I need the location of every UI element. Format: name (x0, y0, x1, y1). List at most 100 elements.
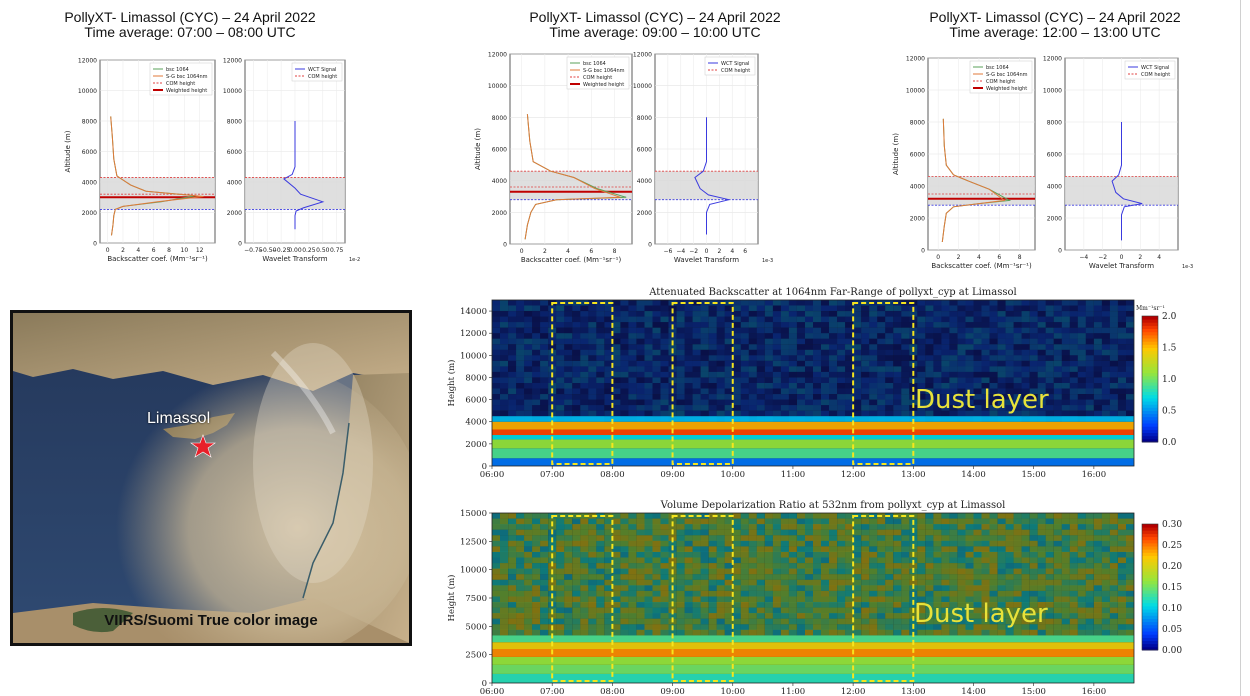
heatmap-cell (612, 585, 621, 591)
heatmap-cell (805, 546, 813, 552)
heatmap-cell (1045, 300, 1054, 306)
heatmap-cell (532, 574, 541, 580)
heatmap-cell (636, 513, 645, 519)
heatmap-cell (813, 371, 821, 378)
heatmap-cell (588, 388, 597, 394)
heatmap-cell (821, 585, 829, 591)
heatmap-cell (532, 546, 541, 552)
heatmap-cell (1109, 388, 1118, 394)
heatmap-cell (1053, 557, 1062, 564)
heatmap-cell (508, 394, 517, 400)
heatmap-cell (1069, 300, 1078, 306)
heatmap-cell (756, 624, 765, 630)
heatmap-cell (1037, 546, 1046, 552)
heatmap-cell (604, 327, 613, 334)
heatmap-cell (837, 590, 846, 597)
heatmap-cell (1101, 568, 1110, 575)
heatmap-cell (965, 596, 974, 603)
heatmap-cell (1005, 618, 1014, 625)
heatmap-cell (628, 371, 637, 378)
heatmap-cell (1085, 579, 1094, 586)
heatmap-cell (708, 629, 717, 636)
heatmap-cell (1093, 316, 1102, 323)
heatmap-cell (764, 383, 773, 389)
heatmap-cell (997, 366, 1006, 372)
heatmap-cell (861, 388, 870, 394)
heatmap-cell (700, 333, 709, 339)
colorbar-segment (1142, 426, 1158, 430)
heatmap-cell (1005, 579, 1014, 586)
heatmap-cell (1021, 360, 1030, 367)
heatmap-cell (1109, 518, 1118, 525)
colorbar-segment (1142, 561, 1158, 566)
heatmap-cell (957, 371, 966, 378)
heatmap-cell (949, 383, 958, 389)
heatmap-cell (516, 394, 525, 400)
heatmap-cell (837, 355, 846, 361)
colorbar-segment (1142, 524, 1158, 528)
heatmap-cell (516, 327, 525, 334)
heatmap-cell (1061, 529, 1070, 536)
heatmap-cell (596, 574, 605, 580)
heatmap-cell (813, 607, 821, 614)
heatmap-cell (756, 618, 765, 625)
heatmap-cell (901, 338, 910, 345)
heatmap-cell (564, 344, 573, 350)
x-tick-label: 0.25 (302, 247, 316, 254)
heatmap-cell (957, 355, 966, 361)
heatmap-cell (797, 394, 805, 400)
heatmap-cell (732, 629, 741, 636)
heatmap-cell (740, 300, 749, 306)
heatmap-cell (981, 540, 990, 547)
heatmap-cell (1093, 366, 1102, 372)
heatmap-cell (933, 613, 942, 619)
heatmap-cell (660, 551, 669, 558)
heatmap-cell (740, 316, 749, 323)
heatmap-cell (508, 399, 517, 406)
heatmap-cell (997, 524, 1006, 530)
y-tick-label: 2000 (82, 210, 97, 217)
heatmap-cell (1029, 574, 1038, 580)
heatmap-cell (941, 613, 950, 619)
heatmap-cell (973, 366, 982, 372)
heatmap-cell (596, 629, 605, 636)
heatmap-cell (1045, 355, 1054, 361)
heatmap-cell (652, 513, 661, 519)
heatmap-cell (500, 590, 508, 597)
heatmap-cell (644, 300, 653, 306)
heatmap-cell (1085, 613, 1094, 619)
heatmap-cell (1118, 563, 1126, 569)
heatmap-cell (588, 355, 597, 361)
heatmap-cell (861, 607, 870, 614)
heatmap-cell (732, 327, 741, 334)
heatmap-cell (764, 513, 773, 519)
heatmap-cell (540, 333, 549, 339)
heatmap-cell (1029, 316, 1038, 323)
heatmap-cell (676, 551, 685, 558)
heatmap-cell (612, 563, 621, 569)
heatmap-cell (668, 360, 677, 367)
heatmap-cell (748, 518, 757, 525)
colorbar-segment (1142, 539, 1158, 544)
heatmap-cell (805, 338, 813, 345)
heatmap-cell (748, 311, 757, 317)
heatmap-cell (805, 349, 813, 356)
heatmap-cell (516, 602, 525, 608)
heatmap-cell (636, 563, 645, 569)
heatmap-cell (1069, 629, 1078, 636)
heatmap-cell (885, 568, 894, 575)
heatmap-cell (692, 557, 701, 564)
heatmap-cell (580, 377, 589, 383)
heatmap-cell (813, 618, 821, 625)
heatmap-cell (1061, 585, 1070, 591)
heatmap-cell (788, 513, 797, 519)
heatmap-cell (700, 316, 709, 323)
heatmap-cell (965, 300, 974, 306)
heatmap-cell (1085, 568, 1094, 575)
heatmap-cell (957, 535, 966, 541)
heatmap-cell (620, 618, 629, 625)
heatmap-cell (925, 366, 934, 372)
heatmap-cell (604, 518, 613, 525)
heatmap-cell (724, 394, 733, 400)
